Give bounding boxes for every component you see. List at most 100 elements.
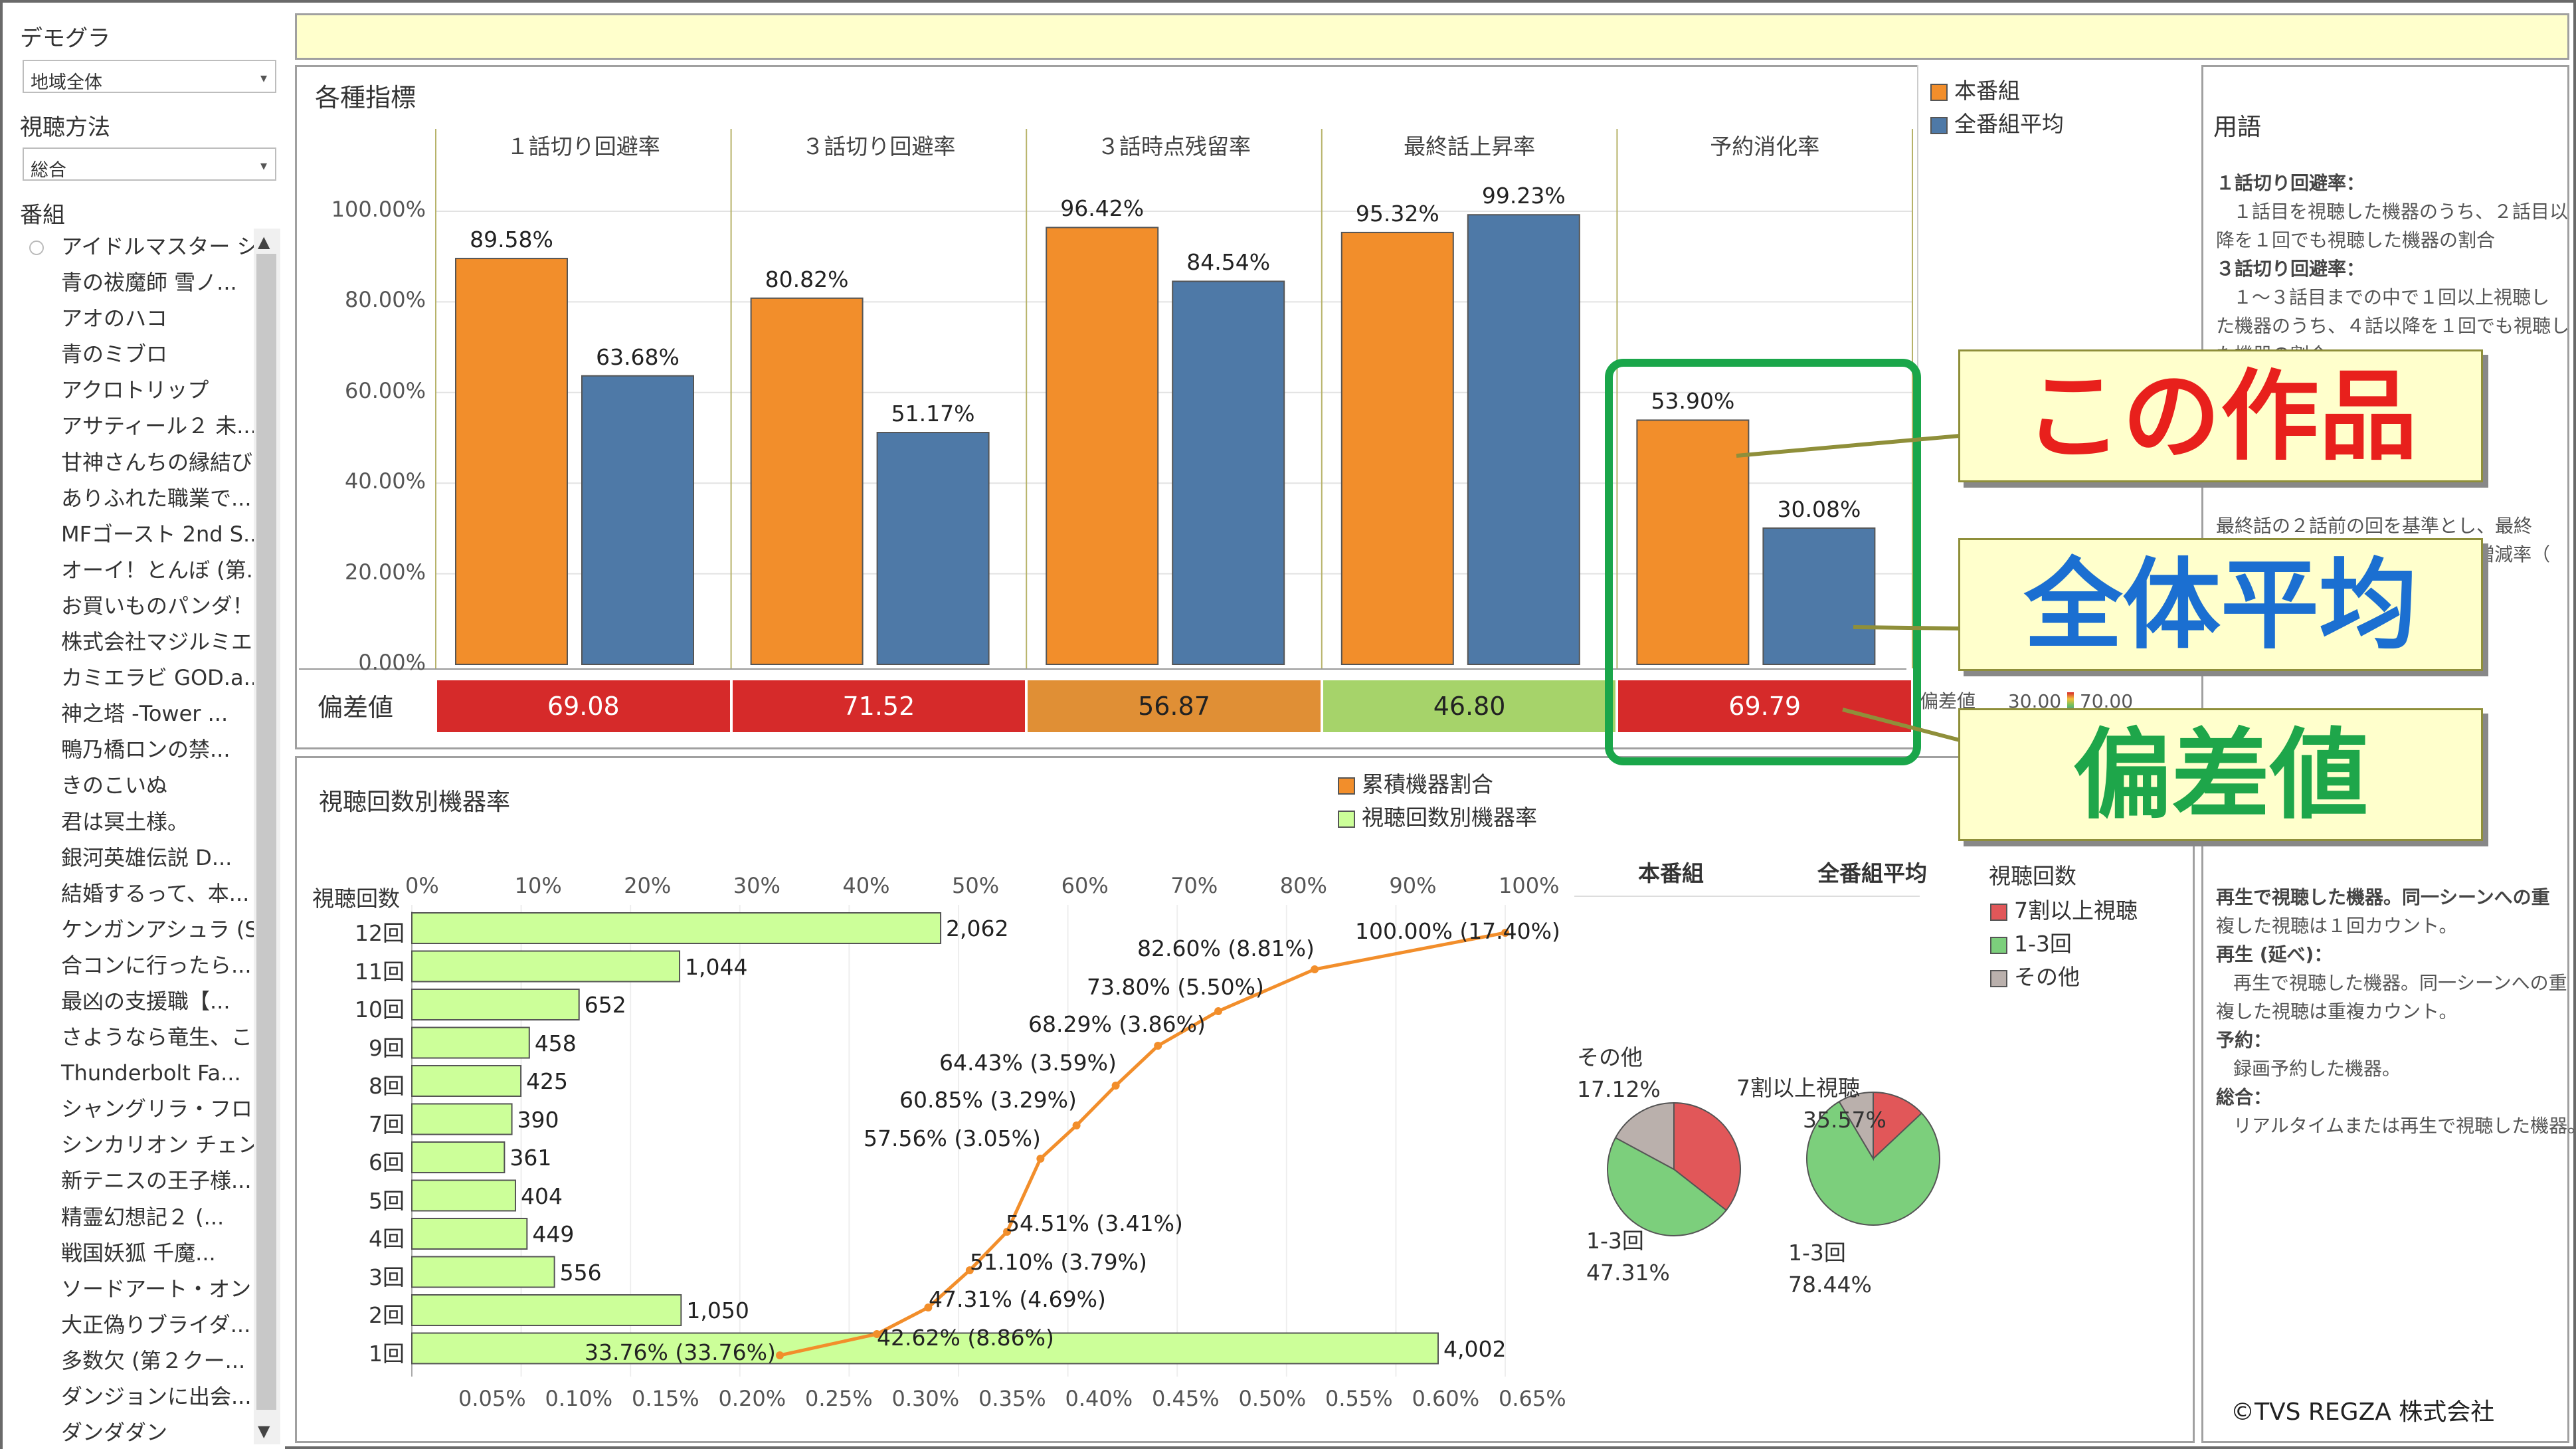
cumulative-point[interactable]	[1036, 1155, 1045, 1163]
program-item[interactable]: 精霊幻想記２ (...	[23, 1199, 255, 1235]
program-item[interactable]: 多数欠 (第２クー...	[23, 1343, 255, 1379]
program-item[interactable]: 最凶の支援職【...	[23, 983, 255, 1019]
bar-this-show[interactable]	[1340, 231, 1454, 665]
freq-bar[interactable]	[411, 1179, 516, 1212]
program-item[interactable]: ソードアート・オンラ...	[23, 1271, 255, 1307]
program-item[interactable]: 青のミブロ	[23, 336, 255, 372]
category-header: １話切り回避率	[506, 134, 660, 159]
program-item[interactable]: 鴨乃橋ロンの禁...	[23, 731, 255, 767]
program-item[interactable]: 戦国妖狐 千魔...	[23, 1235, 255, 1271]
bar-all-avg[interactable]	[876, 432, 990, 666]
legend-item-cumulative[interactable]: 累積機器割合	[1338, 767, 1493, 799]
freq-bar-value: 449	[532, 1221, 575, 1247]
program-name: アイドルマスター シ...	[61, 234, 255, 259]
freq-bar[interactable]	[411, 950, 681, 983]
pie-slice[interactable]	[1614, 1102, 1675, 1171]
program-item[interactable]: 結婚するって、本...	[23, 876, 255, 912]
cumulative-point[interactable]	[1111, 1082, 1120, 1090]
cumulative-point[interactable]	[1072, 1121, 1081, 1129]
scroll-thumb[interactable]	[256, 254, 276, 1410]
pie-legend-item[interactable]: その他	[1990, 959, 2080, 991]
program-item[interactable]: シンカリオン チェン...	[23, 1127, 255, 1163]
pie-legend-item[interactable]: 1-3回	[1990, 926, 2072, 958]
freq-bar[interactable]	[411, 1256, 555, 1288]
program-name: 青の祓魔師 雪ノ...	[61, 270, 237, 296]
cumulative-point[interactable]	[965, 1266, 974, 1274]
program-item[interactable]: Thunderbolt Fa...	[23, 1055, 255, 1091]
cumulative-point[interactable]	[924, 1304, 933, 1311]
program-item[interactable]: さようなら竜生、こ...	[23, 1019, 255, 1055]
program-item[interactable]: アクロトリップ	[23, 372, 255, 408]
callout-pointers	[1605, 359, 1960, 765]
radio-icon[interactable]	[29, 241, 44, 255]
program-item[interactable]: 甘神さんちの縁結び	[23, 444, 255, 480]
program-item[interactable]: アオのハコ	[23, 300, 255, 336]
bar-all-avg[interactable]	[581, 375, 694, 665]
program-item[interactable]: シャングリラ・フロン...	[23, 1091, 255, 1127]
program-item[interactable]: オーイ！とんぼ (第...	[23, 552, 255, 588]
bar-this-show[interactable]	[1046, 227, 1159, 665]
legend-item-rate[interactable]: 視聴回数別機器率	[1338, 800, 1537, 832]
program-item[interactable]: アイドルマスター シ...	[23, 229, 255, 264]
program-item[interactable]: カミエラビ GOD.a...	[23, 660, 255, 696]
demogra-select[interactable]: 地域全体 ▾	[23, 60, 276, 93]
program-item[interactable]: きのこいぬ	[23, 767, 255, 803]
cumulative-point[interactable]	[1501, 929, 1509, 937]
program-item[interactable]: ありふれた職業で...	[23, 480, 255, 516]
freq-bar[interactable]	[411, 1332, 1439, 1365]
y-tick-label: 40.00%	[344, 468, 426, 494]
pie-slice[interactable]	[1838, 1091, 1874, 1161]
freq-bar[interactable]	[411, 1218, 528, 1250]
bar-this-show[interactable]	[1636, 419, 1750, 665]
program-item[interactable]: 君は冥土様。	[23, 804, 255, 840]
program-item[interactable]: 新テニスの王子様...	[23, 1163, 255, 1199]
bar-this-show[interactable]	[455, 258, 568, 665]
pie-slice[interactable]	[1873, 1091, 1923, 1161]
program-item[interactable]: アサティール２ 未...	[23, 408, 255, 444]
program-item[interactable]: 神之塔 -Tower ...	[23, 696, 255, 731]
freq-bar[interactable]	[411, 1141, 506, 1173]
scroll-up-icon[interactable]: ▲	[258, 233, 270, 251]
freq-bar[interactable]	[411, 989, 580, 1020]
freq-bar[interactable]	[411, 1103, 513, 1135]
cumulative-point[interactable]	[776, 1351, 784, 1359]
method-select[interactable]: 総合 ▾	[23, 147, 276, 181]
bar-all-avg[interactable]	[1467, 214, 1580, 665]
pie-slice[interactable]	[1606, 1137, 1728, 1237]
program-item[interactable]: 合コンに行ったら...	[23, 947, 255, 983]
pie-slice[interactable]	[1806, 1100, 1940, 1226]
program-item[interactable]: 株式会社マジルミエ	[23, 624, 255, 660]
scroll-down-icon[interactable]: ▼	[258, 1422, 270, 1440]
freq-bar[interactable]	[411, 1294, 682, 1326]
cumulative-point[interactable]	[873, 1330, 881, 1338]
freq-bar[interactable]	[411, 1026, 530, 1059]
program-scrollbar[interactable]: ▲ ▼	[254, 229, 280, 1444]
x-top-tick: 20%	[624, 873, 672, 898]
cumulative-point[interactable]	[1154, 1042, 1162, 1050]
legend-item-this-show[interactable]: 本番組	[1930, 73, 2020, 105]
freq-bar[interactable]	[411, 912, 942, 944]
glossary-line: 複した視聴は重複カウント。	[2216, 1001, 2458, 1022]
program-item[interactable]: MFゴースト 2nd S...	[23, 516, 255, 552]
legend-swatch	[1338, 777, 1355, 795]
cumulative-point[interactable]	[1311, 965, 1319, 973]
program-item[interactable]: ダンダダン	[23, 1414, 255, 1444]
bar-this-show[interactable]	[750, 297, 864, 665]
cumulative-point[interactable]	[1214, 1007, 1223, 1015]
bar-all-avg[interactable]	[1172, 280, 1285, 665]
freq-bar[interactable]	[411, 1065, 522, 1097]
pie-slice[interactable]	[1673, 1102, 1742, 1212]
program-item[interactable]: ケンガンアシュラ (S...	[23, 912, 255, 947]
cumulative-label: 64.43% (3.59%)	[939, 1050, 1117, 1076]
legend-item-all-avg[interactable]: 全番組平均	[1930, 106, 2064, 138]
program-item[interactable]: ダンジョンに出会...	[23, 1379, 255, 1414]
program-item[interactable]: お買いものパンダ！	[23, 588, 255, 624]
bar-all-avg[interactable]	[1762, 527, 1876, 665]
program-name: 戦国妖狐 千魔...	[61, 1240, 216, 1266]
program-item[interactable]: 大正偽りブライダ...	[23, 1307, 255, 1343]
pie-legend-item[interactable]: 7割以上視聴	[1990, 893, 2138, 925]
cumulative-point[interactable]	[1003, 1228, 1012, 1236]
program-item[interactable]: 銀河英雄伝説 D...	[23, 840, 255, 876]
program-item[interactable]: 青の祓魔師 雪ノ...	[23, 264, 255, 300]
